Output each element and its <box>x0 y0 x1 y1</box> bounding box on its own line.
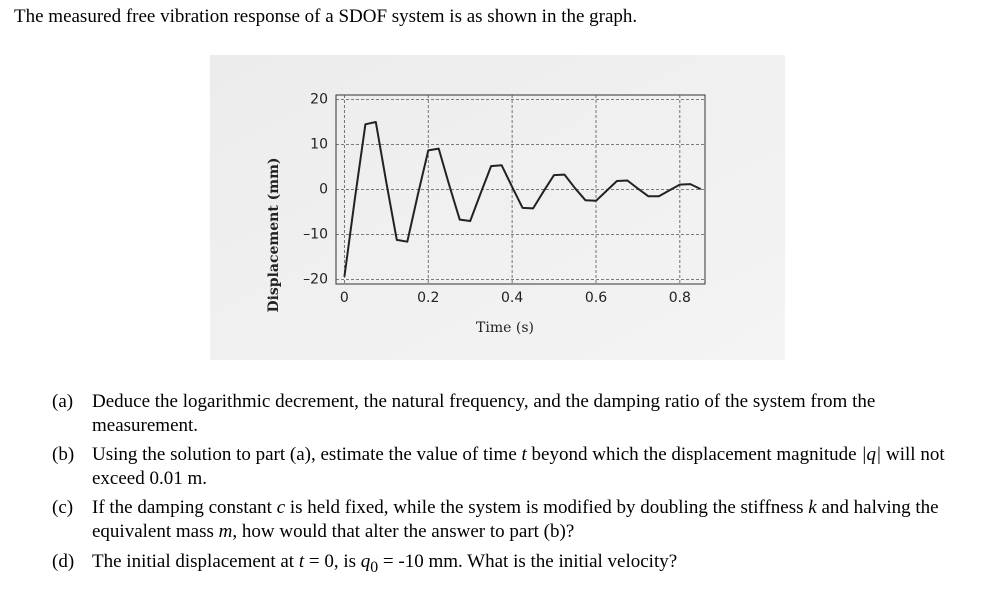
question-text: , how would that alter the answer to par… <box>232 521 575 542</box>
question-label: (d) <box>52 551 75 572</box>
question-text: beyond which the displacement magnitude <box>526 444 862 465</box>
question: (c) If the damping constant c is held fix… <box>52 496 972 544</box>
x-tick-label: 0.8 <box>669 290 691 306</box>
math: |q| <box>861 444 882 465</box>
intro-text: The measured free vibration response of … <box>14 6 638 27</box>
math: k <box>808 497 817 518</box>
figure-background <box>210 55 785 360</box>
y-axis-label: Displacement (mm) <box>266 157 282 312</box>
math: t <box>521 444 527 465</box>
question-text: is held fixed, while the system is modif… <box>285 497 809 518</box>
x-tick-label: 0.2 <box>417 290 439 306</box>
math: q <box>360 551 371 572</box>
y-tick-label: 0 <box>319 182 328 198</box>
x-tick-label: 0.6 <box>585 290 607 306</box>
math-subscript: 0 <box>370 558 379 576</box>
chart: Displacement (mm) Time (s) –20 –10 0 10 20 0 0… <box>210 55 785 360</box>
question-text: If the damping constant <box>92 497 277 518</box>
question-label: (c) <box>52 497 74 518</box>
math: c <box>276 497 286 518</box>
question-text: = 0, is <box>304 551 361 572</box>
question-text: Deduce the logarithmic decrement, the na… <box>92 391 876 436</box>
question-text: The initial displacement at <box>92 551 299 572</box>
math: t <box>298 551 305 572</box>
x-tick-label: 0 <box>340 290 349 306</box>
y-tick-label: –10 <box>303 227 328 243</box>
question: (b) Using the solution to part (a), estim… <box>52 443 972 491</box>
y-tick-label: 10 <box>310 137 328 153</box>
data-line <box>343 121 702 277</box>
question: (d) The initial displacement at t = 0, is… <box>52 550 972 580</box>
question-text: will not exceed 0.01 m. <box>92 444 945 489</box>
question-label: (b) <box>52 444 75 465</box>
x-tick-label: 0.4 <box>501 290 523 306</box>
y-tick-label: –20 <box>303 272 328 288</box>
question-label: (a) <box>52 391 74 412</box>
math: m <box>218 521 233 542</box>
x-axis-label: Time (s) <box>476 320 534 336</box>
question-text: = -10 mm. What is the initial velocity? <box>378 551 678 572</box>
question: (a) Deduce the logarithmic decrement, the… <box>52 390 972 438</box>
y-tick-label: 20 <box>310 92 328 108</box>
question-text: and halving the equivalent mass <box>92 497 939 542</box>
question-text: Using the solution to part (a), estimate… <box>92 444 522 465</box>
